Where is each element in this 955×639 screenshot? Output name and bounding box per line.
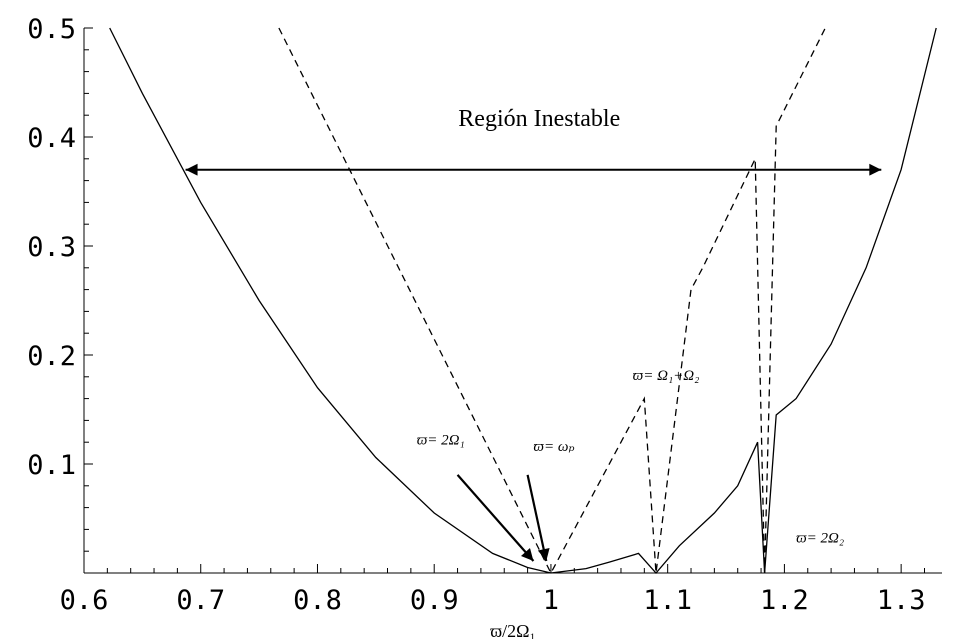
annotation-arrow xyxy=(526,474,550,562)
x-tick-label: 0.6 xyxy=(60,585,109,616)
series-dashed-curve xyxy=(278,27,826,575)
x-axis-label: ϖ/2Ω₁ xyxy=(490,621,536,639)
region-label: Región Inestable xyxy=(458,106,620,132)
y-tick-label: 0.2 xyxy=(27,341,76,372)
x-tick-label: 1.3 xyxy=(877,585,926,616)
x-tick-label: 0.9 xyxy=(410,585,459,616)
y-tick-label: 0.5 xyxy=(27,14,76,45)
y-tick-label: 0.3 xyxy=(27,232,76,263)
x-tick-label: 0.7 xyxy=(176,585,225,616)
curve-annotation: ϖ= ωₚ xyxy=(533,439,574,455)
x-tick-label: 1.2 xyxy=(760,585,809,616)
curve-annotation: ϖ= 2Ω₁ xyxy=(417,432,465,448)
annotations: Región Inestable ϖ= 2Ω₁ ϖ= ωₚ ϖ= Ω₁+Ω₂ ϖ= 2Ω… xyxy=(417,106,844,546)
y-tick-label: 0.4 xyxy=(27,123,76,154)
x-tick-label: 0.8 xyxy=(293,585,342,616)
curve-annotation: ϖ= 2Ω₂ xyxy=(796,530,844,546)
series-solid-curve xyxy=(109,27,937,574)
annotation-arrow xyxy=(456,474,535,562)
x-tick-label: 1 xyxy=(543,585,559,616)
series xyxy=(109,27,937,575)
axes xyxy=(83,28,942,574)
x-tick-label: 1.1 xyxy=(643,585,692,616)
arrows xyxy=(185,163,882,562)
curve-annotation: ϖ= Ω₁+Ω₂ xyxy=(633,368,700,384)
y-tick-label: 0.1 xyxy=(27,450,76,481)
ticks: 0.6 0.7 0.8 0.9 1 1.1 1.2 1.3 0.1 0.2 0.3 0.4 0.5 ϖ/2… xyxy=(27,14,925,639)
